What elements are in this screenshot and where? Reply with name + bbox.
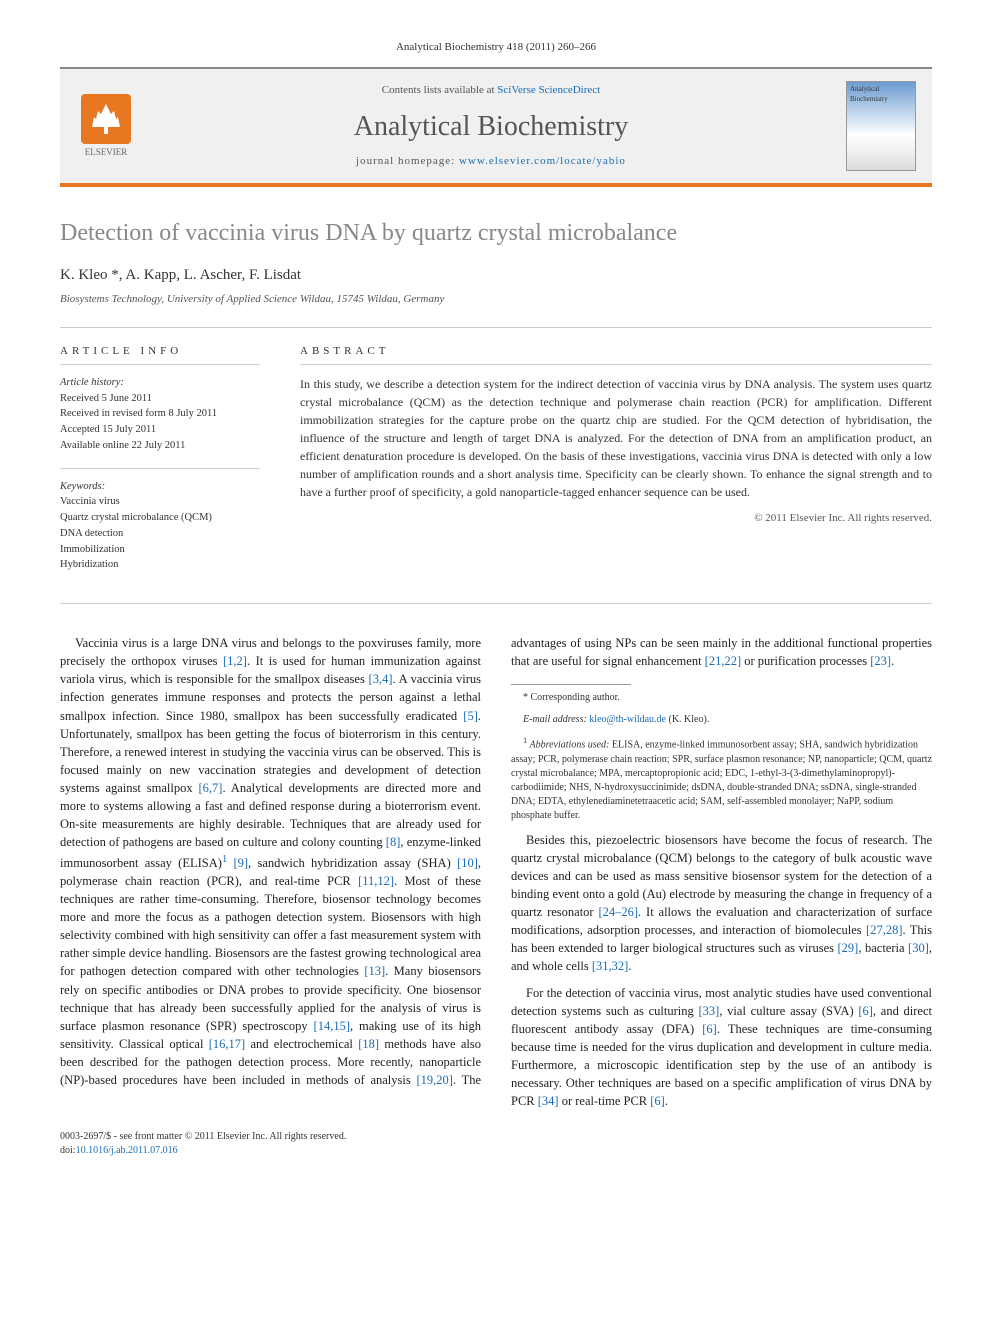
footnote-separator — [511, 684, 631, 685]
ref-link[interactable]: [23] — [870, 654, 891, 668]
cover-text: Analytical Biochemistry — [850, 85, 888, 103]
keyword-item: Vaccinia virus — [60, 494, 260, 510]
history-item: Received in revised form 8 July 2011 — [60, 406, 260, 422]
history-item: Available online 22 July 2011 — [60, 438, 260, 454]
email-footnote: E-mail address: kleo@th-wildau.de (K. Kl… — [511, 713, 932, 727]
ref-link[interactable]: [1,2] — [223, 654, 247, 668]
ref-link[interactable]: [8] — [386, 835, 401, 849]
ref-link[interactable]: [30] — [908, 941, 929, 955]
history-label: Article history: — [60, 375, 260, 391]
authors-line: K. Kleo *, A. Kapp, L. Ascher, F. Lisdat — [60, 265, 932, 286]
ref-link[interactable]: [29] — [838, 941, 859, 955]
divider — [60, 468, 260, 469]
abbreviations-footnote: 1 Abbreviations used: ELISA, enzyme-link… — [511, 735, 932, 822]
ref-link[interactable]: [5] — [463, 709, 478, 723]
footer-left: 0003-2697/$ - see front matter © 2011 El… — [60, 1130, 346, 1158]
ref-link[interactable]: [13] — [364, 964, 385, 978]
article-title: Detection of vaccinia virus DNA by quart… — [60, 217, 932, 251]
history-item: Accepted 15 July 2011 — [60, 422, 260, 438]
keywords-block: Keywords: Vaccinia virus Quartz crystal … — [60, 479, 260, 574]
citation-header: Analytical Biochemistry 418 (2011) 260–2… — [60, 40, 932, 55]
info-label: ARTICLE INFO — [60, 344, 260, 364]
ref-link[interactable]: [27,28] — [866, 923, 902, 937]
homepage-link[interactable]: www.elsevier.com/locate/yabio — [459, 155, 626, 167]
abstract-copyright: © 2011 Elsevier Inc. All rights reserved… — [300, 511, 932, 526]
ref-link[interactable]: [16,17] — [209, 1037, 245, 1051]
elsevier-logo[interactable]: ELSEVIER — [76, 91, 136, 161]
keyword-item: Hybridization — [60, 557, 260, 573]
affiliation: Biosystems Technology, University of App… — [60, 292, 932, 307]
ref-link[interactable]: [11,12] — [358, 874, 394, 888]
article-info-column: ARTICLE INFO Article history: Received 5… — [60, 344, 260, 587]
doi-link[interactable]: 10.1016/j.ab.2011.07.016 — [76, 1145, 178, 1156]
corresponding-author-footnote: * Corresponding author. — [511, 691, 932, 705]
ref-link[interactable]: [6] — [650, 1094, 665, 1108]
ref-link[interactable]: [3,4] — [369, 672, 393, 686]
journal-name: Analytical Biochemistry — [156, 107, 826, 146]
keyword-item: Quartz crystal microbalance (QCM) — [60, 510, 260, 526]
body-paragraph: Besides this, piezoelectric biosensors h… — [511, 831, 932, 976]
abstract-label: ABSTRACT — [300, 344, 932, 364]
info-abstract-row: ARTICLE INFO Article history: Received 5… — [60, 327, 932, 604]
homepage-prefix: journal homepage: — [356, 155, 459, 167]
abstract-text: In this study, we describe a detection s… — [300, 375, 932, 501]
ref-link[interactable]: [34] — [538, 1094, 559, 1108]
ref-link[interactable]: [9] — [233, 856, 248, 870]
banner-center: Contents lists available at SciVerse Sci… — [156, 83, 826, 169]
ref-link[interactable]: [33] — [699, 1004, 720, 1018]
body-text: Vaccinia virus is a large DNA virus and … — [60, 634, 932, 1110]
ref-link[interactable]: [31,32] — [592, 959, 628, 973]
contents-prefix: Contents lists available at — [382, 84, 497, 96]
body-paragraph: For the detection of vaccinia virus, mos… — [511, 984, 932, 1111]
elsevier-text: ELSEVIER — [85, 146, 128, 159]
elsevier-tree-icon — [81, 94, 131, 144]
keyword-item: Immobilization — [60, 542, 260, 558]
contents-line: Contents lists available at SciVerse Sci… — [156, 83, 826, 98]
authors-text[interactable]: K. Kleo *, A. Kapp, L. Ascher, F. Lisdat — [60, 267, 301, 283]
ref-link[interactable]: [24–26] — [598, 905, 638, 919]
history-item: Received 5 June 2011 — [60, 391, 260, 407]
ref-link[interactable]: [6] — [702, 1022, 717, 1036]
journal-banner: ELSEVIER Contents lists available at Sci… — [60, 67, 932, 187]
journal-cover-thumb[interactable]: Analytical Biochemistry — [846, 81, 916, 171]
keyword-item: DNA detection — [60, 526, 260, 542]
ref-link[interactable]: [18] — [358, 1037, 379, 1051]
ref-link[interactable]: [14,15] — [314, 1019, 350, 1033]
ref-link[interactable]: [10] — [457, 856, 478, 870]
sciencedirect-link[interactable]: SciVerse ScienceDirect — [497, 84, 600, 96]
abstract-column: ABSTRACT In this study, we describe a de… — [300, 344, 932, 587]
front-matter-text: 0003-2697/$ - see front matter © 2011 El… — [60, 1130, 346, 1144]
ref-link[interactable]: [19,20] — [416, 1073, 452, 1087]
homepage-line: journal homepage: www.elsevier.com/locat… — [156, 154, 826, 169]
doi-line: doi:10.1016/j.ab.2011.07.016 — [60, 1144, 346, 1158]
history-block: Article history: Received 5 June 2011 Re… — [60, 375, 260, 454]
keywords-label: Keywords: — [60, 479, 260, 495]
page-footer: 0003-2697/$ - see front matter © 2011 El… — [60, 1130, 932, 1158]
ref-link[interactable]: [6,7] — [199, 781, 223, 795]
ref-link[interactable]: [6] — [858, 1004, 873, 1018]
citation-text[interactable]: Analytical Biochemistry 418 (2011) 260–2… — [396, 41, 596, 53]
ref-link[interactable]: [21,22] — [705, 654, 741, 668]
email-link[interactable]: kleo@th-wildau.de — [589, 714, 666, 725]
